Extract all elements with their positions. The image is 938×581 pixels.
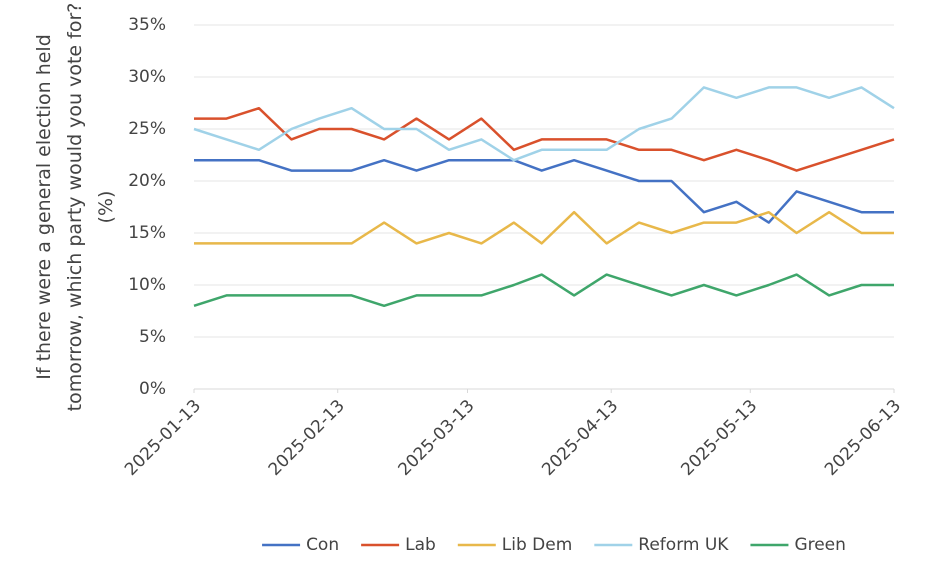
legend-label: Reform UK [638, 535, 729, 555]
legend-label: Lab [405, 535, 436, 555]
series-line [194, 158, 894, 224]
legend-label: Con [306, 535, 339, 555]
x-tick-label: 2025-01-13 [121, 396, 205, 480]
y-tick-label: 0% [139, 379, 166, 399]
series-line [194, 106, 895, 172]
x-tick-label: 2025-04-13 [538, 396, 622, 480]
y-tick-label: 10% [128, 275, 166, 295]
legend: Con Lab Lib Dem Reform UK Green [262, 535, 846, 555]
x-tick-label: 2025-02-13 [265, 396, 349, 480]
y-tick-label: 15% [128, 223, 166, 243]
y-tick-label: 5% [139, 327, 166, 347]
legend-label: Green [794, 535, 845, 555]
x-tick-label: 2025-03-13 [395, 396, 479, 480]
y-tick-label: 25% [128, 119, 166, 139]
legend-label: Lib Dem [502, 535, 573, 555]
y-axis-label: If there were a general election held tom… [33, 3, 117, 412]
y-tick-label: 35% [128, 15, 166, 35]
y-axis-label-line: (%) [95, 191, 117, 224]
x-tick-label: 2025-05-13 [677, 396, 761, 480]
series-line [194, 210, 894, 245]
x-tick-label: 2025-06-13 [821, 396, 905, 480]
y-tick-label: 30% [128, 67, 166, 87]
series-line [193, 86, 895, 162]
series-line [193, 273, 894, 308]
y-tick-label: 20% [128, 171, 166, 191]
y-axis-label-line: If there were a general election held [33, 34, 55, 380]
y-axis-label-line: tomorrow, which party would you vote for… [64, 3, 86, 412]
